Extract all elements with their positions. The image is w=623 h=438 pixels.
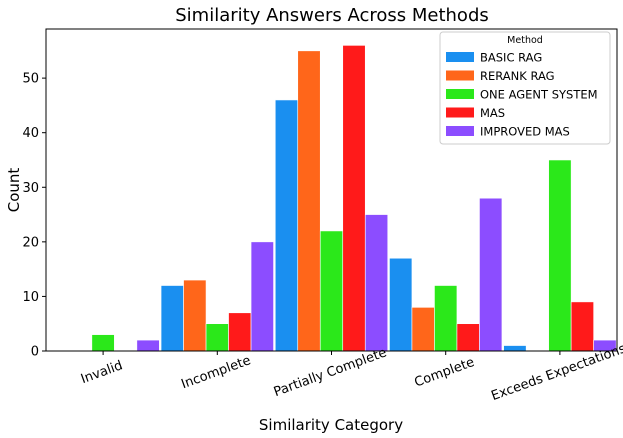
bar-rerank-rag-partially-complete [297, 50, 321, 352]
bar-one-agent-system-exceeds-expectations [548, 159, 572, 352]
bar-improved-mas-complete [479, 197, 503, 352]
legend-label: MAS [480, 106, 505, 120]
bars-group [91, 45, 617, 352]
legend-label: BASIC RAG [480, 51, 542, 65]
bar-improved-mas-partially-complete [364, 214, 389, 352]
y-axis: 0 10 20 30 40 50 [22, 72, 46, 360]
bar-improved-mas-invalid [136, 339, 160, 352]
legend-swatch [446, 89, 474, 99]
legend: Method BASIC RAG RERANK RAG ONE AGENT SYSTE… [439, 31, 611, 145]
x-tick-label: Complete [412, 355, 476, 391]
bar-improved-mas-incomplete [250, 241, 274, 352]
legend-label: ONE AGENT SYSTEM [480, 88, 598, 102]
bar-one-agent-system-incomplete [205, 323, 229, 352]
bar-basic-rag-complete [389, 257, 413, 352]
legend-label: IMPROVED MAS [480, 125, 570, 139]
bar-mas-exceeds-expectations [570, 301, 594, 352]
legend-swatch [446, 107, 474, 118]
bar-one-agent-system-invalid [91, 334, 115, 352]
bar-rerank-rag-incomplete [183, 279, 207, 352]
x-tick-label: Partially Complete [272, 345, 389, 400]
legend-box [439, 31, 611, 145]
y-tick-label: 50 [22, 72, 39, 87]
legend-label: RERANK RAG [480, 69, 555, 83]
bar-one-agent-system-partially-complete [319, 230, 344, 352]
y-axis-label: Count [5, 168, 23, 213]
y-tick-label: 40 [22, 126, 39, 141]
y-tick-label: 10 [22, 290, 39, 305]
bar-mas-complete [456, 323, 480, 352]
legend-swatch [446, 52, 474, 62]
y-tick-label: 30 [22, 181, 39, 196]
x-tick-label: Invalid [79, 358, 125, 387]
bar-one-agent-system-complete [434, 285, 458, 352]
legend-title: Method [507, 35, 543, 46]
legend-swatch [446, 126, 474, 136]
bar-rerank-rag-complete [411, 307, 435, 352]
bar-basic-rag-partially-complete [274, 99, 299, 352]
bar-basic-rag-incomplete [160, 285, 184, 352]
legend-swatch [446, 70, 474, 81]
y-tick-label: 0 [31, 345, 39, 360]
bar-mas-partially-complete [342, 45, 366, 352]
chart-title: Similarity Answers Across Methods [175, 5, 489, 26]
bar-basic-rag-exceeds-expectations [503, 345, 527, 352]
x-axis-label: Similarity Category [259, 416, 403, 434]
bar-mas-incomplete [228, 312, 252, 352]
y-tick-label: 20 [22, 235, 39, 250]
x-tick-label: Incomplete [179, 353, 253, 392]
